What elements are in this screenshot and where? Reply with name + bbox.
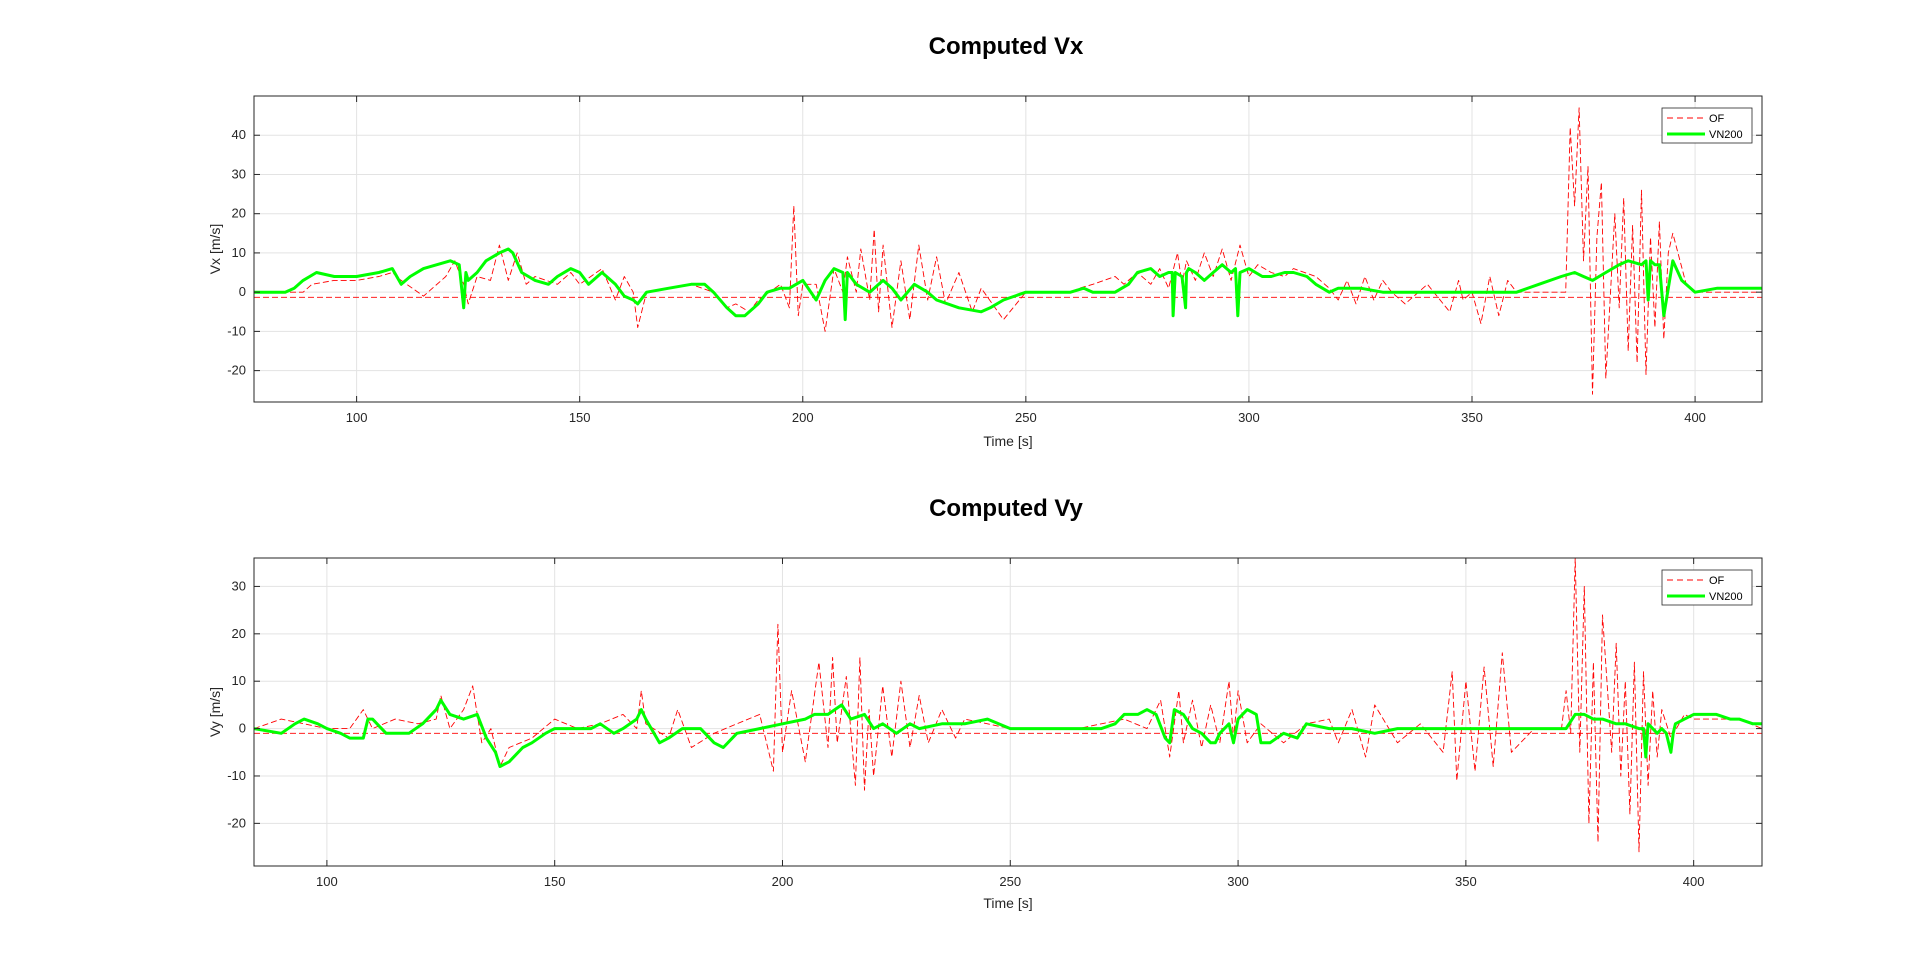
vx-x-tick-label: 100	[346, 410, 368, 425]
vx-x-tick-label: 400	[1684, 410, 1706, 425]
vy-x-tick-label: 150	[544, 874, 566, 889]
vy-y-axis-label: Vy [m/s]	[207, 687, 223, 737]
vy-x-axis-label: Time [s]	[983, 895, 1032, 911]
vy-y-tick-label: 20	[232, 626, 246, 641]
vx-series-vn200	[254, 247, 1762, 322]
vy-legend-of-label: OF	[1709, 575, 1725, 587]
vx-title: Computed Vx	[929, 33, 1084, 60]
vy-y-tick-label: 0	[239, 721, 246, 736]
vy-x-tick-label: 250	[999, 874, 1021, 889]
vy-y-tick-label: 10	[232, 673, 246, 688]
vx-y-tick-label: -20	[227, 363, 246, 378]
vy-series-vn200	[253, 698, 1762, 768]
vy-y-tick-label: 30	[232, 578, 246, 593]
vx-y-tick-label: 20	[232, 206, 246, 221]
vy-y-tick-label: -10	[227, 768, 246, 783]
vy-y-tick-label: -20	[227, 815, 246, 830]
vy-x-tick-label: 400	[1683, 874, 1705, 889]
vy-series-of	[253, 557, 1763, 853]
vx-y-tick-label: 0	[239, 284, 246, 299]
vx-y-tick-label: 10	[232, 245, 246, 260]
vy-axes: Computed Vy 100 150 200 250 300 350 400 -20 -10 0…	[207, 495, 1763, 911]
vx-series-of	[254, 107, 1762, 395]
vx-legend: OF VN200	[1661, 107, 1753, 144]
vx-y-axis-label: Vx [m/s]	[207, 224, 223, 275]
vx-y-tick-label: 40	[232, 127, 246, 142]
vx-plot-frame	[253, 95, 1763, 403]
vx-x-axis-label: Time [s]	[983, 433, 1032, 449]
vx-y-tick-label: -10	[227, 323, 246, 338]
vy-x-tick-label: 100	[316, 874, 338, 889]
vx-x-tick-label: 150	[569, 410, 591, 425]
vy-x-tick-label: 200	[772, 874, 794, 889]
vy-legend: OF VN200	[1661, 569, 1753, 606]
vx-x-tick-label: 350	[1461, 410, 1483, 425]
vy-title: Computed Vy	[929, 495, 1083, 522]
vx-legend-vn200-label: VN200	[1709, 129, 1743, 141]
vx-x-tick-label: 250	[1015, 410, 1037, 425]
vx-y-tick-label: 30	[232, 166, 246, 181]
vx-legend-of-label: OF	[1709, 113, 1725, 125]
vx-x-tick-label: 300	[1238, 410, 1260, 425]
vx-legend-box	[1661, 107, 1753, 144]
vy-legend-box	[1661, 569, 1753, 606]
vx-x-tick-label: 200	[792, 410, 814, 425]
vx-axes: Computed Vx 100 150 200 250 300 350 400 -20 -10 0…	[207, 33, 1763, 449]
vy-x-tick-label: 350	[1455, 874, 1477, 889]
vy-legend-vn200-label: VN200	[1709, 591, 1743, 603]
vy-plot-frame	[253, 557, 1763, 867]
vy-x-tick-label: 300	[1227, 874, 1249, 889]
